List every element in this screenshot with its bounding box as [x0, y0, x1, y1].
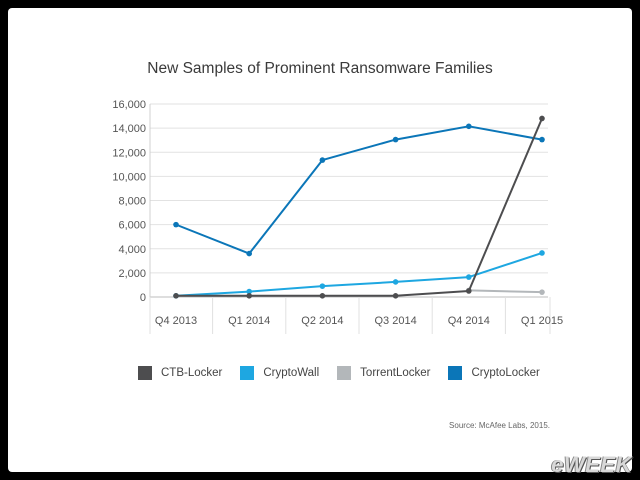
- data-point-ctb-locker: [392, 292, 399, 299]
- data-point-cryptowall: [246, 288, 252, 295]
- y-tick-label: 0: [140, 292, 146, 304]
- data-point-ctb-locker: [173, 292, 179, 299]
- x-tick-label: Q3 2014: [374, 315, 416, 327]
- y-tick-label: 10,000: [112, 171, 146, 183]
- data-point-cryptowall: [392, 279, 399, 285]
- data-point-cryptolocker: [466, 123, 472, 130]
- series-line-ctb-locker: [176, 118, 543, 297]
- ewek-logo-watermark: eWEEK: [551, 452, 632, 477]
- data-point-cryptowall: [539, 250, 545, 256]
- legend: CTB-Locker CryptoWall TorrentLocker CryptoL…: [138, 366, 558, 380]
- data-point-ctb-locker: [466, 288, 472, 294]
- y-tick-label: 12,000: [112, 147, 146, 159]
- legend-label: CryptoWall: [263, 367, 320, 379]
- legend-swatch: [138, 366, 152, 380]
- y-tick-label: 2,000: [118, 268, 146, 280]
- x-tick-label: Q1 2014: [228, 315, 270, 327]
- data-point-ctb-locker: [539, 115, 545, 122]
- legend-label: TorrentLocker: [360, 367, 431, 379]
- data-point-cryptowall: [319, 283, 326, 289]
- y-tick-label: 14,000: [112, 123, 146, 135]
- x-tick-label: Q1 2015: [521, 315, 563, 327]
- data-point-ctb-locker: [319, 292, 326, 299]
- y-tick-label: 6,000: [118, 220, 146, 232]
- data-point-cryptolocker: [173, 221, 179, 228]
- data-point-torrentlocker: [539, 289, 545, 295]
- data-point-cryptowall: [466, 274, 472, 280]
- y-tick-label: 16,000: [112, 99, 146, 111]
- chart-title: New Samples of Prominent Ransomware Fami…: [147, 60, 493, 77]
- legend-swatch: [240, 366, 255, 380]
- chart-frame: New Samples of Prominent Ransomware Fami…: [8, 8, 632, 472]
- data-point-cryptolocker: [392, 136, 399, 143]
- legend-label: CryptoLocker: [471, 367, 540, 379]
- y-tick-label: 8,000: [118, 196, 146, 208]
- y-tick-label: 4,000: [118, 244, 146, 256]
- data-point-cryptolocker: [539, 136, 545, 143]
- legend-item-cryptowall: CryptoWall: [240, 366, 319, 380]
- legend-swatch: [448, 366, 463, 380]
- source-note: Source: McAfee Labs, 2015.: [449, 421, 550, 430]
- legend-label: CTB-Locker: [161, 367, 223, 379]
- x-tick-label: Q2 2014: [301, 315, 343, 327]
- series-line-cryptowall: [175, 252, 543, 297]
- data-point-cryptolocker: [246, 250, 252, 257]
- legend-item-cryptolocker: CryptoLocker: [448, 366, 540, 380]
- legend-item-ctb-locker: CTB-Locker: [138, 366, 222, 380]
- data-point-ctb-locker: [246, 292, 252, 299]
- legend-item-torrentlocker: TorrentLocker: [337, 366, 430, 380]
- x-tick-label: Q4 2013: [155, 315, 197, 327]
- line-chart: 0 2,000 4,000 6,000 8,000 10,000 12,000 14,000 1…: [112, 99, 563, 334]
- series-line-torrentlocker: [468, 289, 543, 294]
- data-point-cryptolocker: [319, 157, 326, 163]
- x-tick-label: Q4 2014: [448, 315, 490, 327]
- series-line-cryptolocker: [175, 125, 543, 255]
- legend-swatch: [337, 366, 352, 380]
